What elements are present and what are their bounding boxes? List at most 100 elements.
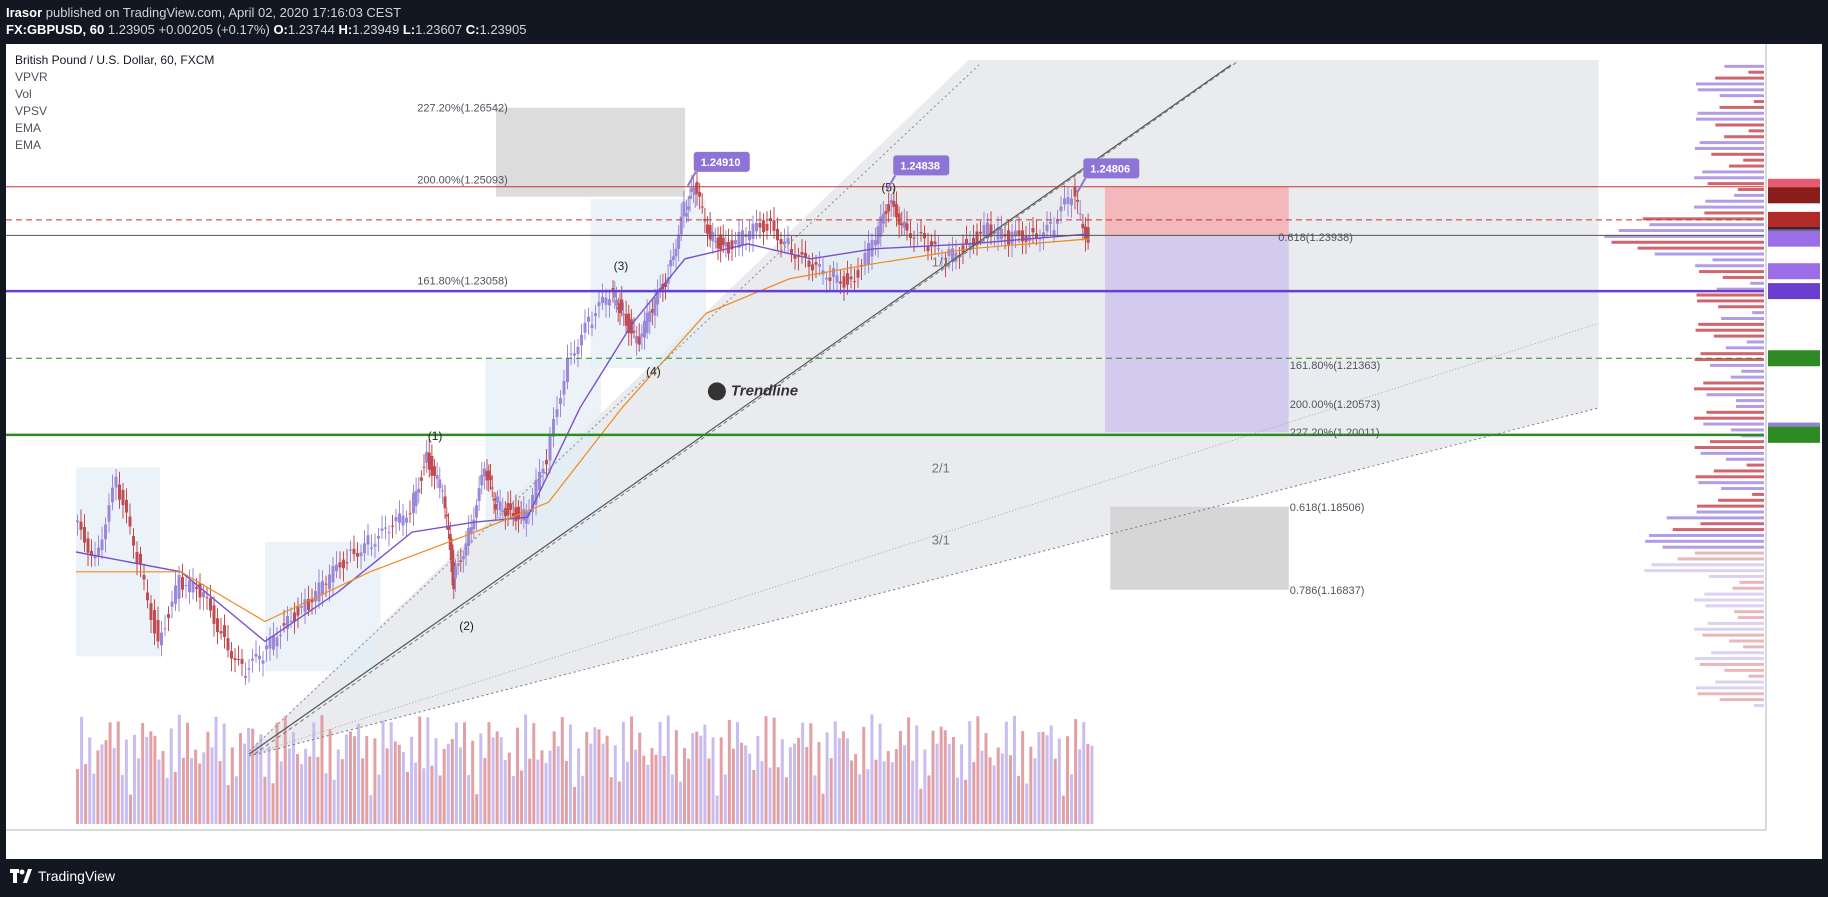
volume-bar [805, 746, 809, 824]
vpvr-bar [1705, 604, 1764, 608]
candle-body [233, 658, 237, 661]
vpvr-bar [1694, 205, 1764, 209]
candle-body [492, 498, 496, 501]
candle-body [456, 563, 460, 567]
vpvr-bar [1746, 463, 1764, 467]
candle-body [363, 543, 366, 554]
vpvr-bar [1721, 487, 1764, 491]
volume-bar [295, 753, 299, 824]
candle-body [1084, 226, 1087, 239]
candle-body [384, 527, 387, 529]
volume-bar [181, 757, 185, 824]
volume-bar [744, 745, 748, 824]
price-chart[interactable]: 227.20%(1.26542) 200.00%(1.25093) 161.80%(… [6, 44, 1822, 859]
volume-bar [776, 767, 780, 824]
tradingview-logo[interactable]: TradingView [10, 868, 115, 884]
vpvr-bar [1729, 639, 1764, 643]
close-label: C: [465, 22, 480, 37]
candle-body [538, 471, 541, 491]
volume-bar [259, 734, 263, 824]
vpvr-bar [1706, 393, 1764, 397]
candle-body [825, 277, 828, 280]
vpvr-bar [1697, 504, 1764, 508]
candle-body [653, 297, 657, 316]
candle-body [480, 474, 484, 486]
candle-body [427, 452, 431, 470]
legend-indicator[interactable]: VPSV [15, 104, 48, 118]
volume-bar [524, 714, 528, 824]
candle-body [779, 239, 783, 244]
candle-body [1010, 231, 1014, 245]
candle-body [708, 225, 712, 240]
candle-body [219, 631, 223, 634]
vpvr-bar [1752, 311, 1764, 315]
vpvr-bar [1698, 322, 1764, 326]
annotation-dot [707, 382, 726, 401]
candle-body [700, 206, 704, 208]
legend-indicator[interactable]: EMA [15, 138, 42, 152]
author-name[interactable]: Irasor [6, 5, 43, 20]
volume-bar [222, 723, 226, 824]
volume-bar [1078, 749, 1082, 824]
candle-body [282, 623, 286, 626]
candle-body [482, 468, 486, 477]
volume-bar [585, 731, 589, 824]
legend-indicator[interactable]: EMA [15, 121, 42, 135]
candle-body [616, 307, 620, 310]
volume-bar [1004, 721, 1008, 824]
trendline [248, 64, 1232, 755]
candle-body [569, 353, 573, 355]
volume-bar [324, 773, 328, 824]
candle-body [804, 252, 807, 258]
volume-bar [768, 767, 772, 824]
vpvr-bar [1696, 510, 1764, 514]
fib-target-label: 0.618(1.18506) [1290, 502, 1365, 514]
candle-body [695, 181, 699, 194]
fib-target-label: 200.00%(1.20573) [1290, 399, 1381, 411]
volume-bar [520, 770, 524, 824]
candle-body [445, 514, 449, 517]
vpvr-bar [1721, 316, 1764, 320]
candle-body [870, 240, 874, 257]
candle-body [698, 192, 702, 197]
target-zone [1105, 235, 1289, 433]
candle-body [205, 597, 209, 599]
volume-bar [788, 747, 792, 824]
high-value: 1.23949 [352, 22, 400, 37]
volume-bar [858, 774, 862, 824]
chart-area[interactable]: 227.20%(1.26542) 200.00%(1.25093) 161.80%(… [6, 44, 1822, 859]
volume-bar [528, 758, 532, 824]
legend-indicator[interactable]: VPVR [15, 70, 48, 84]
candle-body [485, 471, 489, 481]
volume-bar [695, 731, 699, 824]
footer-bar: TradingView [0, 859, 1828, 897]
candle-body [783, 241, 786, 245]
candle-body [897, 213, 901, 225]
vpvr-bar [1736, 399, 1764, 403]
candle-body [135, 551, 139, 564]
price-tag [1768, 350, 1820, 367]
volume-bar [650, 748, 654, 824]
candle-body [643, 320, 646, 338]
candle-body [132, 536, 135, 546]
vpvr-bar [1725, 346, 1764, 350]
candle-body [755, 222, 758, 232]
gann-ratio-label: 3/1 [932, 533, 950, 548]
candle-body [412, 492, 415, 513]
volume-bar [190, 758, 194, 824]
volume-bar [968, 721, 972, 824]
vpvr-bar [1743, 645, 1764, 649]
vpvr-bar [1702, 633, 1764, 637]
volume-bar [683, 748, 687, 824]
candle-body [184, 585, 188, 587]
legend-indicator[interactable]: Vol [15, 87, 32, 101]
volume-bar [699, 735, 703, 824]
volume-bar [988, 757, 992, 824]
volume-bar [214, 716, 218, 824]
price-tag [1768, 211, 1820, 228]
candle-body [846, 273, 849, 285]
candle-body [608, 299, 611, 306]
volume-bar [185, 722, 189, 824]
vpvr-bar [1754, 704, 1764, 707]
volume-profile-box [590, 199, 706, 369]
